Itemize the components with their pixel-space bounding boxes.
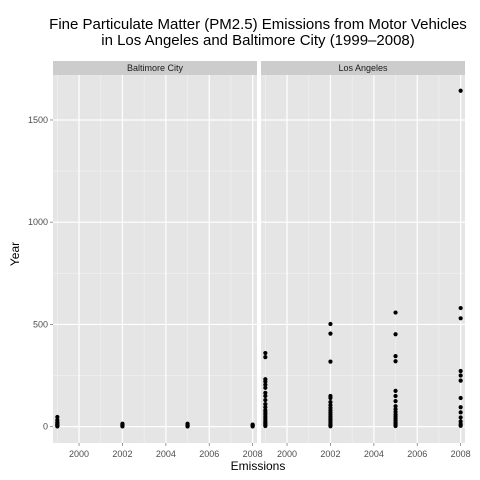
data-point xyxy=(263,355,268,360)
data-point xyxy=(458,395,463,401)
data-point xyxy=(263,385,268,390)
data-point xyxy=(263,405,268,410)
y-axis-label: Year xyxy=(8,242,22,266)
data-point xyxy=(458,410,463,415)
data-point xyxy=(393,398,398,404)
data-point xyxy=(393,388,398,393)
data-point xyxy=(458,305,463,311)
data-point xyxy=(328,400,333,405)
data-point xyxy=(458,423,463,428)
data-point xyxy=(458,405,463,410)
x-tick-label: 2008 xyxy=(451,449,471,459)
y-tick-label: 0 xyxy=(43,422,48,432)
x-tick-label: 2004 xyxy=(364,449,384,459)
panel-strip xyxy=(261,61,465,75)
data-point xyxy=(263,390,268,396)
data-point xyxy=(458,368,463,374)
data-point xyxy=(393,359,398,364)
x-tick-label: 2006 xyxy=(199,449,219,459)
data-point xyxy=(393,354,398,359)
data-point xyxy=(120,424,125,429)
data-point xyxy=(263,393,268,399)
data-point xyxy=(263,397,268,403)
x-axis-label: Emissions xyxy=(231,459,286,473)
data-point xyxy=(458,373,463,378)
data-point xyxy=(328,331,333,336)
y-tick-label: 1000 xyxy=(28,217,48,227)
x-tick-label: 2000 xyxy=(69,449,89,459)
x-tick-label: 2008 xyxy=(243,449,263,459)
data-point xyxy=(393,404,398,409)
data-point xyxy=(263,379,268,384)
data-point xyxy=(458,415,463,420)
x-axis-ticks: 2000 2002 2004 2006 2008 2000 2002 2004 2006 2008 xyxy=(69,443,471,459)
data-point xyxy=(55,414,60,420)
panel-strip-label: Los Angeles xyxy=(338,63,388,73)
x-tick-label: 2006 xyxy=(407,449,427,459)
x-tick-label: 2002 xyxy=(320,449,340,459)
facet-panels: Baltimore City Los Angeles xyxy=(53,61,465,443)
data-point xyxy=(458,316,463,321)
panel-los-angeles: Los Angeles xyxy=(261,61,465,443)
data-point xyxy=(263,382,268,387)
data-point xyxy=(185,424,190,429)
data-point xyxy=(328,359,333,364)
y-axis-ticks: 0 500 1000 1500 xyxy=(28,115,53,432)
data-point xyxy=(263,350,268,356)
x-tick-label: 2002 xyxy=(112,449,132,459)
data-point xyxy=(250,424,255,429)
x-tick-label: 2004 xyxy=(156,449,176,459)
chart-subtitle: in Los Angeles and Baltimore City (1999–… xyxy=(101,32,415,49)
panel-background xyxy=(261,75,465,443)
data-point xyxy=(393,423,398,429)
data-point xyxy=(55,424,60,429)
data-point xyxy=(458,88,463,93)
data-point xyxy=(458,378,463,383)
data-point xyxy=(328,321,333,327)
panel-background xyxy=(53,75,257,443)
data-point xyxy=(263,402,268,407)
data-point xyxy=(393,332,398,337)
data-point xyxy=(263,423,268,429)
panel-strip xyxy=(53,61,257,75)
y-tick-label: 1500 xyxy=(28,115,48,125)
chart-title: Fine Particulate Matter (PM2.5) Emission… xyxy=(49,16,467,33)
panel-baltimore-city: Baltimore City xyxy=(53,61,257,443)
data-point xyxy=(393,393,398,399)
data-point xyxy=(328,424,333,429)
data-point xyxy=(393,310,398,315)
x-tick-label: 2000 xyxy=(277,449,297,459)
data-point xyxy=(328,395,333,401)
panel-strip-label: Baltimore City xyxy=(127,63,184,73)
y-tick-label: 500 xyxy=(33,319,48,329)
